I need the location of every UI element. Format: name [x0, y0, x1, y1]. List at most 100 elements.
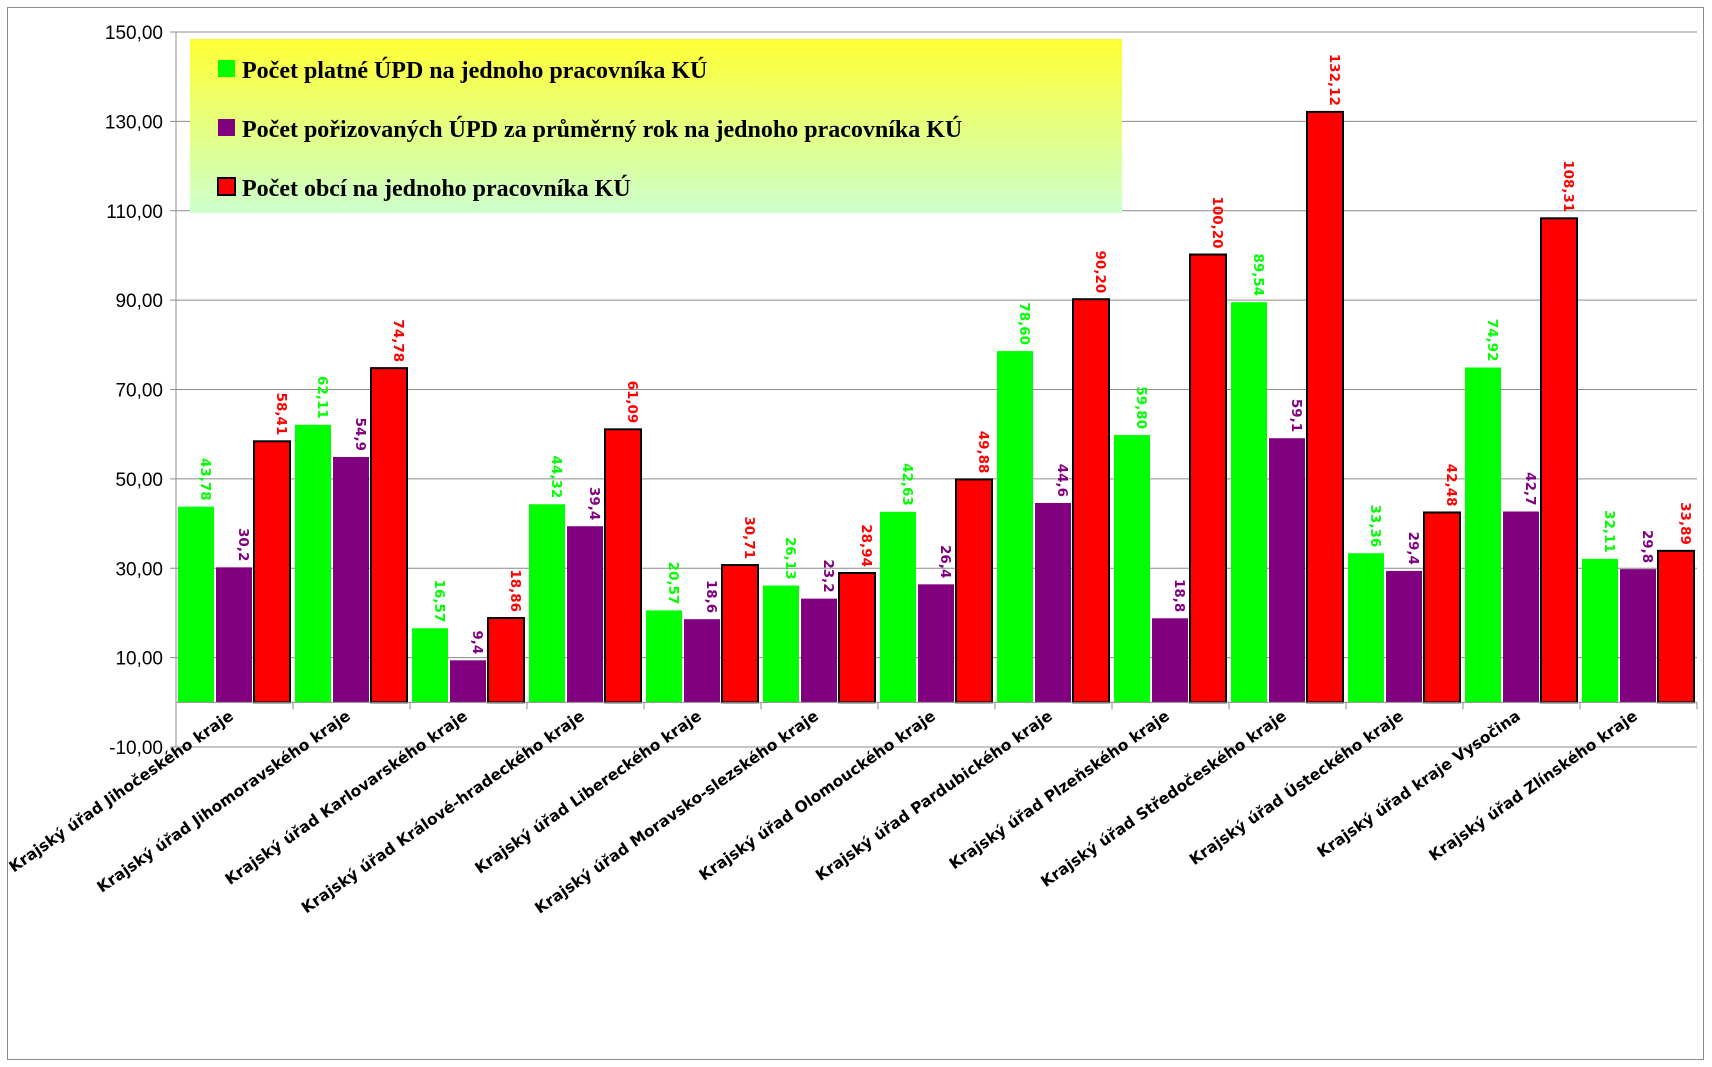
data-label: 54,9	[352, 418, 368, 451]
legend: Počet platné ÚPD na jednoho pracovníka K…	[190, 39, 1122, 213]
data-label: 9,4	[469, 630, 485, 654]
bar-porizovane-upd	[1269, 438, 1305, 703]
data-label: 74,92	[1484, 319, 1500, 362]
data-label: 43,78	[197, 458, 213, 501]
data-label: 49,88	[975, 431, 991, 474]
bar-platne-upd	[763, 585, 799, 703]
data-label: 30,2	[235, 528, 251, 561]
bar-obce	[1072, 298, 1110, 704]
bar-platne-upd	[295, 424, 331, 703]
y-tick-label: 70,00	[115, 381, 163, 402]
bar-porizovane-upd	[1035, 503, 1071, 703]
data-label: 28,94	[858, 524, 874, 567]
data-label: 100,20	[1209, 196, 1225, 248]
data-label: 18,86	[507, 569, 523, 612]
bar-platne-upd	[997, 351, 1033, 703]
bar-platne-upd	[880, 511, 916, 703]
x-tick-label: Krajský úřad Libereckého kraje	[472, 707, 705, 878]
bar-obce	[721, 564, 759, 704]
bar-obce	[1540, 217, 1578, 704]
data-label: 29,4	[1405, 532, 1421, 565]
data-label: 23,2	[820, 559, 836, 592]
bar-porizovane-upd	[918, 584, 954, 703]
y-tick-label: 130,00	[105, 112, 163, 133]
bar-platne-upd	[178, 506, 214, 703]
data-label: 42,63	[899, 463, 915, 506]
x-tick-label: Krajský úřad Zlínského kraje	[1426, 707, 1641, 865]
bar-obce	[487, 617, 525, 704]
x-tick-label: Krajský úřad Karlovarského kraje	[222, 707, 471, 889]
x-tick-label: Krajský úřad Ústeckého kraje	[1186, 706, 1407, 869]
data-labels: 43,78 62,11 16,57 44,32 20,57 26,13 42,63 78,60…	[197, 54, 1693, 655]
bar-platne-upd	[646, 610, 682, 703]
data-label: 42,48	[1443, 464, 1459, 507]
bar-obce	[838, 571, 876, 704]
data-label: 59,1	[1288, 399, 1304, 432]
bar-obce	[1657, 549, 1695, 704]
data-label: 39,4	[586, 487, 602, 520]
legend-swatch	[218, 119, 235, 136]
data-label: 18,8	[1171, 579, 1187, 612]
y-tick-label: 50,00	[115, 470, 163, 491]
bar-obce	[370, 367, 408, 704]
data-label: 16,57	[431, 580, 447, 623]
y-axis: -10,00 10,00 30,00 50,00 70,00 90,00 110,00 130…	[105, 23, 176, 759]
data-label: 33,89	[1677, 502, 1693, 545]
data-label: 89,54	[1250, 253, 1266, 296]
x-tick-label: Krajský úřad Jihomoravského kraje	[94, 707, 354, 897]
bar-platne-upd	[1231, 302, 1267, 703]
bar-platne-upd	[1348, 553, 1384, 703]
x-tick-label: Krajský úřad Plzeňského kraje	[946, 707, 1173, 873]
y-tick-label: 110,00	[106, 202, 163, 223]
bar-porizovane-upd	[801, 598, 837, 703]
x-tick-label: Krajský úřad Jihočeského kraje	[6, 707, 237, 876]
x-tick-label: Krajský úřad Pardubického kraje	[812, 707, 1055, 885]
legend-swatch	[217, 177, 236, 196]
data-label: 26,4	[937, 545, 953, 578]
y-tick-label: 30,00	[115, 559, 163, 580]
bar-obce	[1189, 253, 1227, 704]
x-tick-label: Krajský úřad Olomouckého kraje	[696, 707, 939, 885]
data-label: 61,09	[624, 381, 640, 424]
bar-porizovane-upd	[1503, 511, 1539, 703]
bar-obce	[1306, 110, 1344, 704]
data-label: 59,80	[1133, 386, 1149, 429]
data-label: 33,36	[1367, 505, 1383, 548]
bar-obce	[604, 428, 642, 704]
legend-swatch	[218, 60, 235, 77]
bar-porizovane-upd	[1620, 569, 1656, 703]
y-tick-label: 10,00	[115, 649, 163, 670]
bar-porizovane-upd	[216, 567, 252, 703]
bar-platne-upd	[1582, 558, 1618, 703]
y-tick-label: 90,00	[115, 291, 163, 312]
data-label: 58,41	[273, 393, 289, 436]
y-tick-label: -10,00	[109, 738, 163, 759]
data-label: 44,32	[548, 456, 564, 499]
data-label: 90,20	[1092, 251, 1108, 294]
data-label: 74,78	[390, 319, 406, 362]
data-label: 29,8	[1639, 530, 1655, 563]
bar-porizovane-upd	[450, 660, 486, 703]
bar-porizovane-upd	[333, 456, 369, 703]
bar-platne-upd	[529, 504, 565, 703]
bar-porizovane-upd	[1152, 618, 1188, 703]
bar-obce	[253, 440, 291, 704]
x-tick-label: Krajský úřad kraje Vysočina	[1314, 707, 1524, 862]
axes	[175, 32, 1698, 747]
data-label: 20,57	[665, 562, 681, 605]
bar-porizovane-upd	[567, 526, 603, 703]
data-label: 108,31	[1560, 160, 1576, 212]
data-label: 32,11	[1601, 510, 1617, 553]
data-label: 132,12	[1326, 54, 1342, 106]
data-label: 18,6	[703, 580, 719, 613]
bar-platne-upd	[1465, 367, 1501, 703]
bar-platne-upd	[1114, 435, 1150, 703]
data-label: 62,11	[314, 376, 330, 419]
bar-platne-upd	[412, 628, 448, 703]
bar-porizovane-upd	[684, 619, 720, 703]
legend-label: Počet obcí na jednoho pracovníka KÚ	[242, 176, 631, 202]
legend-label: Počet platné ÚPD na jednoho pracovníka K…	[242, 58, 707, 84]
legend-box	[190, 39, 1122, 213]
